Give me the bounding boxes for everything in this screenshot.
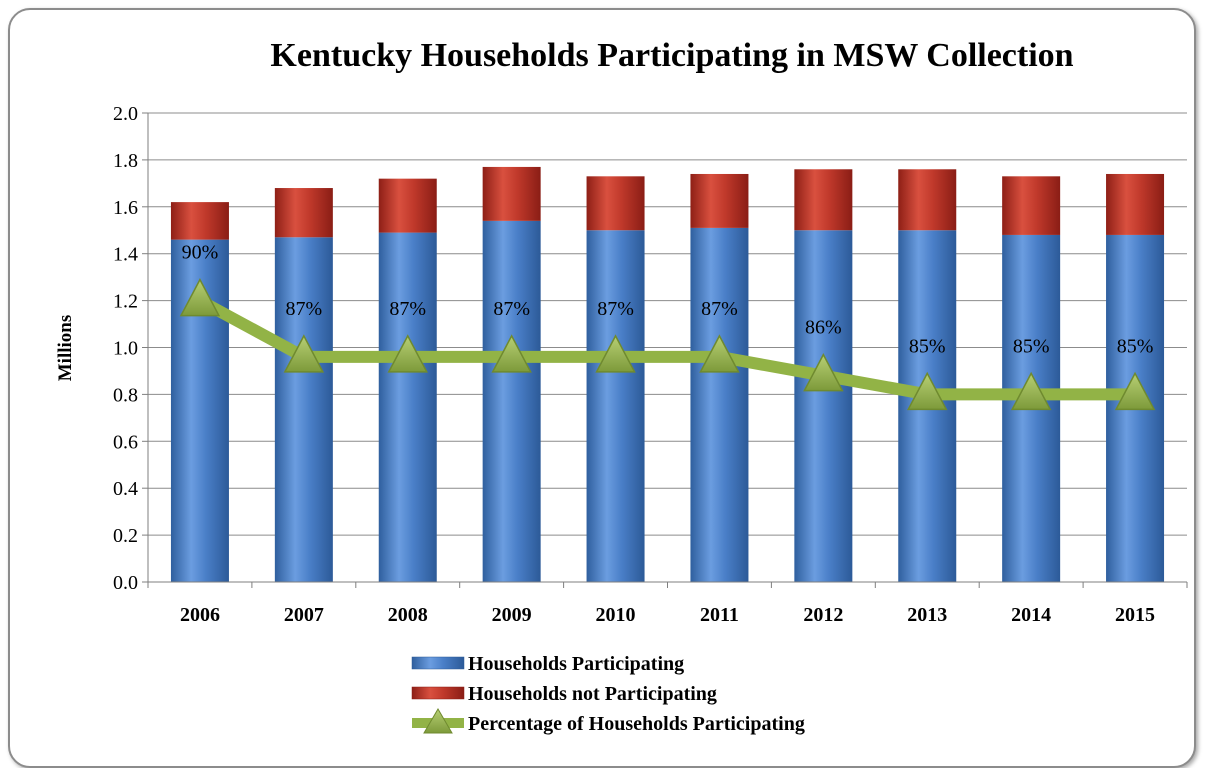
percentage-marker — [387, 334, 428, 373]
percentage-data-label: 86% — [805, 317, 842, 339]
percentage-series-line — [197, 295, 1136, 401]
percentage-marker — [595, 334, 636, 373]
percentage-marker — [491, 334, 532, 373]
bar-households-not-participating — [378, 178, 437, 233]
legend-swatch — [411, 656, 465, 670]
bars — [170, 166, 1165, 582]
bar-households-not-participating — [482, 166, 541, 221]
y-tick-label: 2.0 — [113, 103, 138, 125]
x-tick-label: 2014 — [1011, 604, 1051, 626]
percentage-line: 90% 87% 87% 87% 87% 87% 86% 85% 85% 85% — [179, 242, 1156, 411]
y-tick-label: 0.6 — [113, 431, 138, 453]
y-tick-label: 1.0 — [113, 338, 138, 360]
axes — [147, 113, 1188, 588]
y-tick-label: 1.8 — [113, 150, 138, 172]
percentage-data-label: 85% — [1013, 335, 1050, 357]
x-tick-label: 2006 — [180, 604, 220, 626]
bar-households-not-participating — [690, 173, 749, 228]
percentage-marker — [1010, 371, 1052, 411]
x-tick-label: 2010 — [596, 604, 636, 626]
percentage-data-label: 85% — [1117, 335, 1154, 357]
bar-households-not-participating — [898, 169, 957, 231]
percentage-marker — [699, 334, 740, 373]
legend-swatch-marker — [423, 708, 453, 734]
x-axis-ticks: 2006 2007 2008 2009 2010 2011 2012 2013 2014 2015 — [180, 604, 1155, 626]
bar-households-not-participating — [170, 202, 229, 240]
y-tick-label: 1.2 — [113, 291, 138, 313]
y-axis-label: Millions — [55, 315, 76, 382]
percentage-marker — [907, 371, 948, 411]
x-tick-label: 2007 — [284, 604, 324, 626]
percentage-data-label: 87% — [701, 298, 738, 320]
y-tick-label: 0.0 — [113, 572, 138, 594]
bar-households-participating — [378, 232, 437, 582]
percentage-marker — [179, 277, 221, 317]
y-tick-label: 0.2 — [113, 525, 138, 547]
bar-households-not-participating — [586, 176, 645, 231]
bar-households-participating — [794, 230, 853, 582]
bar-households-participating — [274, 237, 333, 582]
bar-households-participating — [690, 227, 749, 582]
y-tick-label: 1.6 — [113, 197, 138, 219]
bar-households-not-participating — [794, 169, 853, 231]
percentage-data-label: 85% — [909, 335, 946, 357]
y-tick-label: 1.4 — [113, 244, 138, 266]
bar-households-not-participating — [1002, 176, 1061, 235]
x-tick-label: 2015 — [1115, 604, 1155, 626]
x-tick-label: 2012 — [803, 604, 843, 626]
bar-households-not-participating — [274, 188, 333, 238]
y-tick-label: 0.4 — [113, 478, 138, 500]
percentage-data-label: 87% — [286, 298, 323, 320]
legend-label: Households not Participating — [468, 683, 717, 705]
percentage-data-label: 87% — [597, 298, 634, 320]
x-tick-label: 2009 — [492, 604, 532, 626]
x-tick-label: 2011 — [700, 604, 739, 626]
percentage-data-label: 87% — [493, 298, 530, 320]
bar-households-participating — [482, 220, 541, 582]
bar-households-not-participating — [1106, 173, 1165, 235]
percentage-marker — [803, 353, 844, 392]
bar-households-participating — [586, 230, 645, 582]
legend-label: Percentage of Households Participating — [468, 713, 805, 735]
percentage-marker — [283, 334, 325, 373]
percentage-marker — [1114, 371, 1156, 411]
chart-title: Kentucky Households Participating in MSW… — [270, 37, 1073, 74]
percentage-data-label: 90% — [182, 242, 219, 264]
x-tick-label: 2013 — [907, 604, 947, 626]
y-axis-ticks: 0.0 0.2 0.4 0.6 0.8 1.0 1.2 1.4 1.6 1.8 2.0 — [113, 103, 138, 594]
legend: Households Participating Households not P… — [411, 653, 805, 735]
legend-swatch — [411, 686, 465, 700]
percentage-data-label: 87% — [389, 298, 426, 320]
x-tick-label: 2008 — [388, 604, 428, 626]
legend-label: Households Participating — [468, 653, 684, 675]
y-tick-label: 0.8 — [113, 384, 138, 406]
